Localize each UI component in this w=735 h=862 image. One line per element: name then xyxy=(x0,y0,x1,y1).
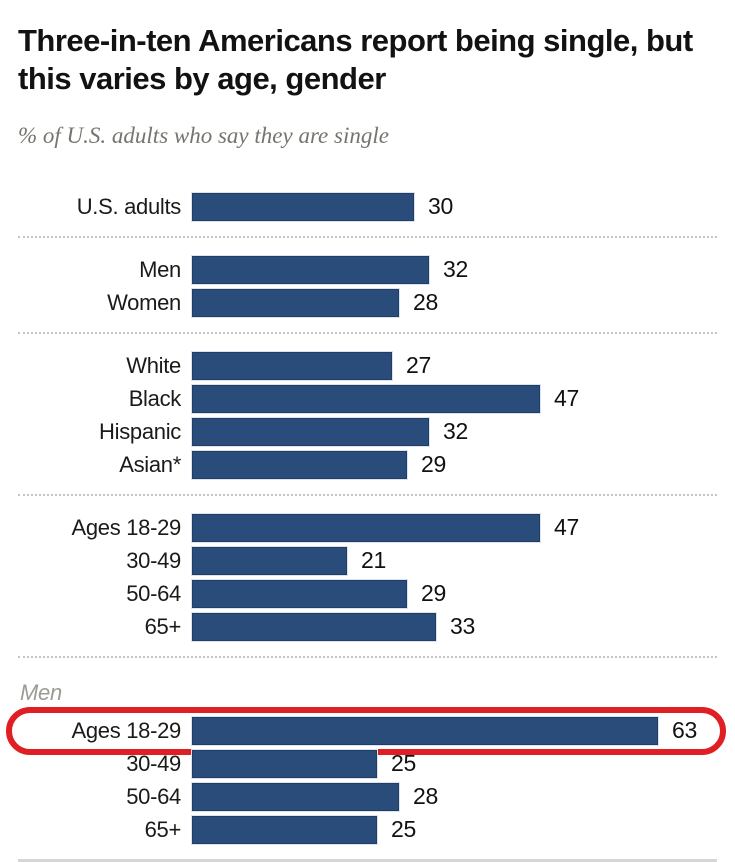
bar xyxy=(192,815,377,844)
bar xyxy=(192,192,414,221)
bar-row: U.S. adults 30 xyxy=(18,192,717,221)
bar xyxy=(192,782,399,811)
dotted-separator xyxy=(18,235,717,238)
row-label: Ages 18-29 xyxy=(71,717,181,743)
bar xyxy=(192,612,436,641)
chart-group-race: White 27 Black 47 Hispanic 32 Asian* 29 xyxy=(18,334,717,494)
row-label: U.S. adults xyxy=(76,193,182,219)
bar xyxy=(192,384,540,413)
row-label: 65+ xyxy=(144,816,182,842)
bar xyxy=(192,351,392,380)
row-label: White xyxy=(126,352,181,378)
row-label: Ages 18-29 xyxy=(71,514,181,540)
bar xyxy=(192,546,347,575)
chart-subtitle: % of U.S. adults who say they are single xyxy=(18,122,389,148)
row-label: 50-64 xyxy=(126,783,181,809)
bar-value: 47 xyxy=(554,514,579,541)
bar-row: Asian* 29 xyxy=(18,450,717,479)
bar-row: 50-64 29 xyxy=(18,579,717,608)
bar xyxy=(192,513,540,542)
bar-row: 50-64 28 xyxy=(18,782,717,811)
bar-row: White 27 xyxy=(18,351,717,380)
dotted-separator xyxy=(18,655,717,658)
bar-value: 28 xyxy=(413,289,438,316)
bar xyxy=(192,579,407,608)
bar-chart: U.S. adults 30 Men 32 Women 28 White xyxy=(6,192,726,862)
row-label: Hispanic xyxy=(99,418,181,444)
dotted-separator xyxy=(18,493,717,496)
row-label: 65+ xyxy=(144,613,182,639)
chart-group-overall: U.S. adults 30 xyxy=(18,192,717,236)
bar-row: Women 28 xyxy=(18,288,717,317)
row-label: Black xyxy=(128,385,182,411)
chart-group-age: Ages 18-29 47 30-49 21 50-64 29 65+ 33 xyxy=(18,496,717,656)
bar-value: 25 xyxy=(391,816,416,843)
row-label: Men xyxy=(139,256,181,282)
bar-value: 32 xyxy=(443,418,468,445)
bar xyxy=(192,716,658,745)
bar-value: 29 xyxy=(421,451,446,478)
bar-value: 28 xyxy=(413,783,438,810)
bar-row: Men 32 xyxy=(18,255,717,284)
bar-value: 25 xyxy=(391,750,416,777)
bar-value: 30 xyxy=(428,193,453,220)
bar-row: 30-49 25 xyxy=(18,749,717,778)
bar-value: 21 xyxy=(361,547,386,574)
bar-row-highlighted: Ages 18-29 63 xyxy=(6,706,726,755)
chart-group-men-by-age: Men Ages 18-29 63 30-49 25 50-64 28 65+ … xyxy=(6,658,726,859)
bar xyxy=(192,417,429,446)
bar xyxy=(192,749,377,778)
bar-value: 63 xyxy=(672,717,697,744)
bar-value: 27 xyxy=(406,352,431,379)
section-label-men: Men xyxy=(20,679,62,705)
bar xyxy=(192,450,407,479)
chart-group-gender: Men 32 Women 28 xyxy=(18,238,717,332)
bar-value: 29 xyxy=(421,580,446,607)
row-label: 50-64 xyxy=(126,580,181,606)
bar-row: 65+ 25 xyxy=(18,815,717,844)
bar-row: 30-49 21 xyxy=(18,546,717,575)
bar-row: Ages 18-29 47 xyxy=(18,513,717,542)
chart-title: Three-in-ten Americans report being sing… xyxy=(18,23,693,97)
bar xyxy=(192,255,429,284)
bar-row: Hispanic 32 xyxy=(18,417,717,446)
bar-value: 33 xyxy=(450,613,475,640)
row-label: Asian* xyxy=(119,451,181,477)
row-label: 30-49 xyxy=(126,547,181,573)
dotted-separator xyxy=(18,331,717,334)
bar-value: 47 xyxy=(554,385,579,412)
bar-row: Black 47 xyxy=(18,384,717,413)
row-label: Women xyxy=(107,289,181,315)
row-label: 30-49 xyxy=(126,750,181,776)
bar-value: 32 xyxy=(443,256,468,283)
bar-row: 65+ 33 xyxy=(18,612,717,641)
bar xyxy=(192,288,399,317)
